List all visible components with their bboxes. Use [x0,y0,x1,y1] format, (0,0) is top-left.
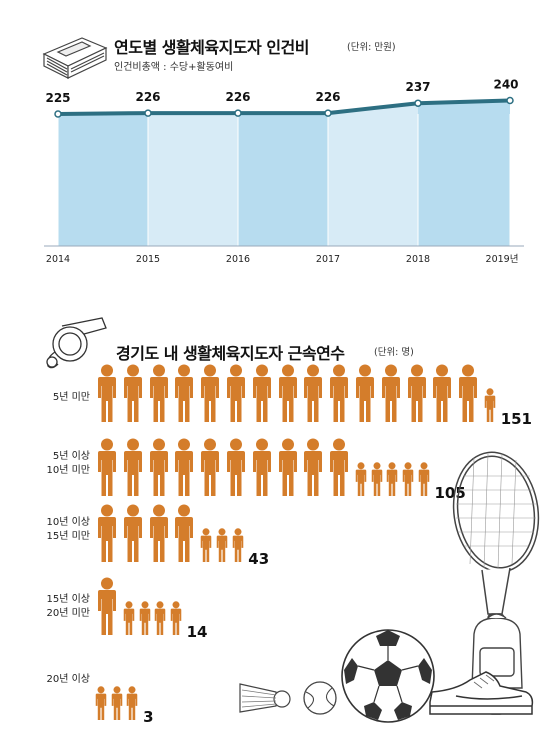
person-icon-small [122,601,136,639]
person-icon [148,438,170,500]
x-tick-label: 2019년 [486,254,519,265]
person-icon-small [354,462,368,500]
person-icon [173,438,195,500]
data-label: 240 [493,78,518,92]
chart2-unit: (단위: 명) [374,347,414,358]
row-label: 20년 이상 [46,674,90,685]
person-icon-small [110,686,124,724]
backpack-icon [462,613,532,698]
data-label: 226 [315,90,340,104]
person-icon [302,438,324,500]
row-label: 15년 이상 20년 미만 [46,594,90,619]
series-line [57,98,511,116]
person-icon [277,438,299,500]
person-icon-small [385,462,399,500]
person-icon-small [169,601,183,639]
person-icon [251,438,273,500]
data-point [54,110,62,118]
person-icon-small [401,462,415,500]
person-icon [380,364,402,426]
person-icon [328,364,350,426]
area-segment [58,113,148,246]
row-label: 5년 미만 [52,392,90,403]
person-icon [96,438,118,500]
person-icon [251,364,273,426]
person-icon [96,504,118,566]
data-label: 226 [135,90,160,104]
person-icon-small [94,686,108,724]
row-label: 10년 이상 15년 미만 [46,517,90,542]
person-icon [122,364,144,426]
person-icon [199,438,221,500]
person-icon-small [417,462,431,500]
area-segment [238,113,328,246]
labor-cost-area-chart: 225 2014 226 2015 226 2016 226 2017 237 2018 240 20… [44,78,524,265]
person-icon [148,364,170,426]
person-icon [328,438,350,500]
person-icon [406,364,428,426]
chart1-unit: (단위: 만원) [347,42,396,53]
person-icon-small [231,528,245,566]
data-label: 226 [225,90,250,104]
data-point [234,109,242,117]
person-icon [122,438,144,500]
data-point [144,109,152,117]
area-segment [418,100,510,246]
person-icon [96,364,118,426]
chart2-title: 경기도 내 생활체육지도자 근속연수 [116,344,345,363]
person-icon-small [138,601,152,639]
person-icon [354,364,376,426]
person-icon [277,364,299,426]
sneaker-icon [426,662,538,726]
data-point [506,96,514,105]
person-icon-small [483,388,497,426]
person-icon-small [199,528,213,566]
count-label: 14 [186,623,208,641]
person-icon [173,504,195,566]
tennis-ball-icon [302,680,338,720]
person-icon-small [125,686,139,724]
shuttlecock-icon [234,676,294,720]
chart1-subtitle: 인건비총액 : 수당+활동여비 [114,62,234,73]
person-icon-small [215,528,229,566]
chart1-title: 연도별 생활체육지도자 인건비 [114,38,310,57]
person-icon [173,364,195,426]
person-icon [431,364,453,426]
person-icon [225,364,247,426]
data-label: 225 [45,91,70,105]
count-label: 43 [248,550,270,568]
count-label: 151 [500,410,532,428]
x-tick-label: 2016 [226,254,250,265]
person-icon [122,504,144,566]
person-icon [96,577,118,639]
person-icon [148,504,170,566]
data-label: 237 [405,80,430,94]
data-point [414,99,422,107]
x-tick-label: 2018 [406,254,430,265]
person-icon [225,438,247,500]
person-icon [199,364,221,426]
data-point [324,109,332,117]
x-tick-label: 2014 [46,254,70,265]
money-stack-icon [38,30,110,86]
person-icon-small [153,601,167,639]
x-tick-label: 2015 [136,254,160,265]
person-icon [457,364,479,426]
person-icon [302,364,324,426]
soccer-ball-icon [338,626,438,730]
whistle-icon [40,312,112,376]
area-segment [148,113,238,246]
person-icon-small [370,462,384,500]
area-segment [328,103,418,246]
x-tick-label: 2017 [316,254,340,265]
row-label: 5년 이상 10년 미만 [46,451,90,476]
count-label: 3 [143,708,154,726]
